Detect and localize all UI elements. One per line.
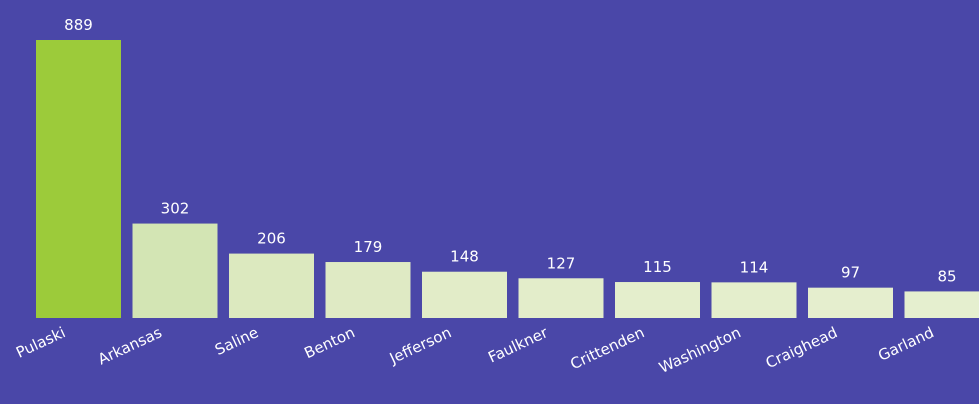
bar <box>615 282 700 318</box>
data-label: 97 <box>841 264 860 282</box>
bar <box>518 278 604 318</box>
data-label: 85 <box>937 267 956 285</box>
x-tick-label: Washington <box>656 323 744 377</box>
data-label: 179 <box>354 238 383 256</box>
bar <box>808 287 893 318</box>
x-tick-label: Faulkner <box>485 323 551 367</box>
x-tick-label: Jefferson <box>386 323 454 368</box>
x-tick-label: Arkansas <box>95 323 165 368</box>
bar <box>36 40 121 318</box>
bar <box>229 253 314 318</box>
x-tick-label: Garland <box>875 323 936 364</box>
data-label: 302 <box>161 200 190 218</box>
data-label: 115 <box>643 258 672 276</box>
bar <box>132 223 218 318</box>
bar <box>325 262 411 318</box>
x-tick-label: Saline <box>212 323 261 359</box>
x-tick-label: Craighead <box>763 323 840 372</box>
x-tick-label: Pulaski <box>13 323 68 361</box>
data-label: 148 <box>450 248 479 266</box>
data-label: 127 <box>547 254 576 272</box>
data-label: 206 <box>257 230 286 248</box>
data-label: 114 <box>740 258 769 276</box>
bar <box>904 291 979 318</box>
bar <box>422 271 507 318</box>
x-tick-label: Benton <box>302 323 358 362</box>
data-label: 889 <box>64 16 93 34</box>
bar <box>711 282 797 318</box>
x-tick-label: Crittenden <box>567 323 647 373</box>
